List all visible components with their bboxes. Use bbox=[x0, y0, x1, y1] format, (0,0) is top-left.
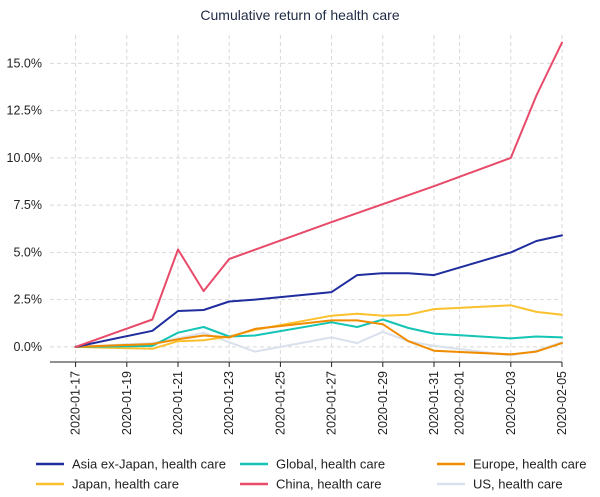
y-tick-label: 5.0% bbox=[14, 245, 43, 259]
legend-label: US, health care bbox=[473, 477, 563, 492]
x-tick-label: 2020-02-05 bbox=[555, 371, 569, 435]
y-tick-label: 10.0% bbox=[7, 151, 42, 165]
x-tick-label: 2020-01-27 bbox=[325, 371, 339, 435]
legend-label: China, health care bbox=[276, 477, 382, 492]
x-tick-label: 2020-01-21 bbox=[171, 371, 185, 435]
x-tick-label: 2020-01-25 bbox=[273, 371, 287, 435]
y-tick-label: 0.0% bbox=[14, 340, 43, 354]
series-lines bbox=[74, 41, 563, 357]
legend: Asia ex-Japan, health care Global, health… bbox=[36, 457, 586, 492]
legend-label: Europe, health care bbox=[473, 457, 586, 472]
x-tick-label: 2020-02-01 bbox=[453, 371, 467, 435]
y-tick-label: 7.5% bbox=[14, 198, 43, 212]
x-tick-label: 2020-02-03 bbox=[504, 371, 518, 435]
x-tick-label: 2020-01-31 bbox=[427, 371, 441, 435]
legend-label: Asia ex-Japan, health care bbox=[72, 457, 226, 472]
gridlines bbox=[50, 35, 563, 362]
x-tick-label: 2020-01-19 bbox=[120, 371, 134, 435]
series-line-japan-health-care bbox=[74, 304, 563, 350]
series-line-europe-health-care bbox=[74, 319, 563, 356]
x-tick-label: 2020-01-23 bbox=[222, 371, 236, 435]
legend-label: Global, health care bbox=[276, 457, 385, 472]
axes: 0.0% 2.5% 5.0% 7.5% 10.0% 12.5% 15.0% 2020-01-1… bbox=[7, 56, 569, 435]
series-line-china-health-care bbox=[74, 41, 563, 348]
chart-title: Cumulative return of health care bbox=[200, 7, 399, 23]
y-tick-label: 15.0% bbox=[7, 56, 42, 70]
series-line-asia-ex-japan-health-care bbox=[74, 234, 563, 348]
legend-label: Japan, health care bbox=[72, 477, 179, 492]
series-line-global-health-care bbox=[74, 318, 563, 348]
x-tick-label: 2020-01-17 bbox=[69, 371, 83, 435]
x-tick-label: 2020-01-29 bbox=[376, 371, 390, 435]
y-tick-label: 12.5% bbox=[7, 104, 42, 118]
y-tick-label: 2.5% bbox=[14, 293, 43, 307]
